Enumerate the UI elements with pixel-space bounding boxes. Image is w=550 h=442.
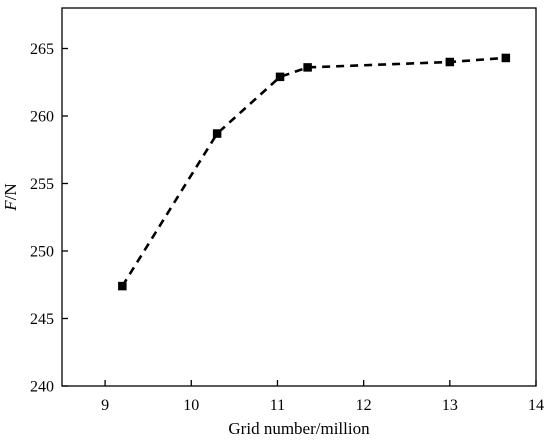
data-point (275, 72, 285, 82)
y-tick-label: 250 (30, 244, 54, 261)
plot-frame (61, 7, 537, 387)
y-tick-label: 255 (30, 176, 54, 193)
y-tick-label: 260 (30, 109, 54, 126)
y-tick-label: 240 (30, 379, 54, 396)
y-axis-title-symbol: F (1, 200, 20, 212)
x-tick-label: 10 (183, 397, 199, 414)
series-line (121, 56, 506, 287)
x-tick-label: 11 (270, 397, 285, 414)
y-axis-title: F/N (1, 183, 20, 211)
x-tick-label: 9 (101, 397, 109, 414)
y-axis-title-unit: /N (1, 183, 20, 200)
data-point (445, 57, 455, 67)
y-tick-label: 245 (30, 311, 54, 328)
y-axis-ticks: 240 245 250 255 260 265 (30, 41, 68, 396)
x-axis-ticks: 9 10 11 12 13 14 (101, 380, 544, 414)
series-markers (118, 53, 511, 291)
x-tick-label: 13 (442, 397, 458, 414)
data-point (212, 129, 222, 138)
data-point (501, 53, 511, 63)
y-tick-label: 265 (30, 41, 54, 58)
data-point (118, 281, 127, 291)
x-axis-title: Grid number/million (228, 419, 370, 438)
x-tick-label: 12 (356, 397, 372, 414)
x-tick-label: 14 (528, 397, 544, 414)
data-point (303, 63, 312, 72)
